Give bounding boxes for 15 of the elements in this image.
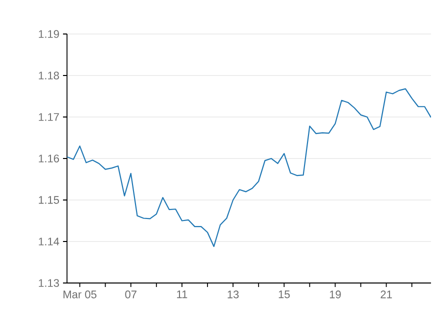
line-series [67, 88, 432, 248]
x-tick-label: 21 [380, 290, 392, 298]
x-tick-label: 19 [330, 290, 341, 298]
x-tick-label: 11 [177, 290, 188, 298]
x-tick-label: Mar 05 [64, 290, 96, 298]
y-tick-label: 1.15 [38, 196, 59, 204]
x-tick-label: 07 [125, 290, 136, 298]
y-tick-label: 1.13 [38, 279, 59, 287]
y-tick-label: 1.14 [38, 238, 60, 246]
y-tick-label: 1.17 [38, 113, 59, 121]
x-tick-label: 15 [278, 290, 290, 298]
y-tick-label: 1.19 [38, 30, 59, 38]
x-tick-label: 13 [228, 290, 239, 298]
y-tick-label: 1.16 [38, 154, 59, 162]
y-tick-label: 1.18 [38, 72, 59, 80]
